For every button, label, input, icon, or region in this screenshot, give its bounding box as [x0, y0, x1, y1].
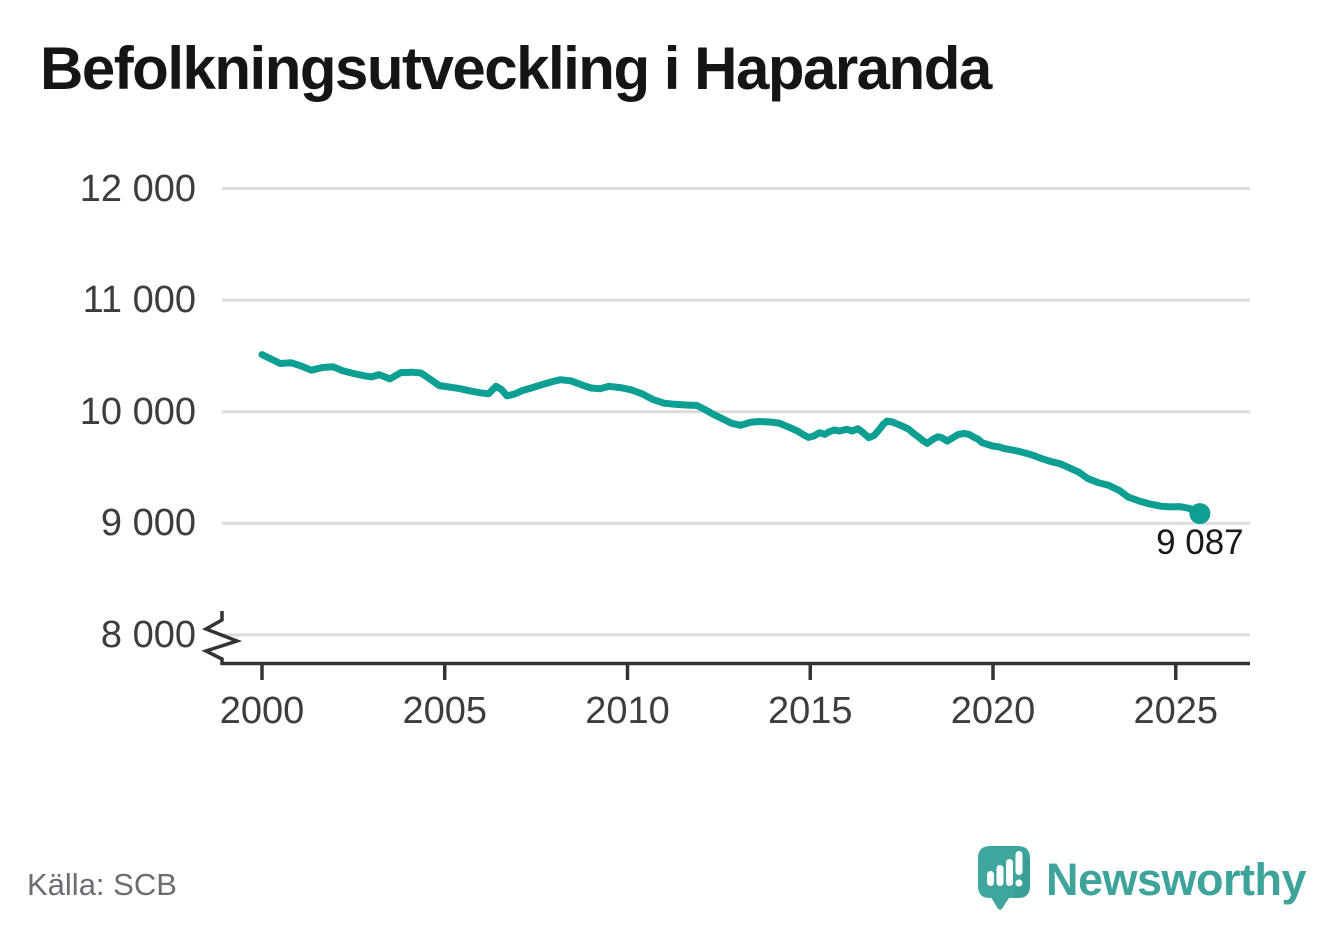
y-tick-label: 8 000: [100, 613, 196, 656]
x-tick-label: 2020: [950, 690, 1036, 732]
y-axis-break-icon: [201, 611, 243, 665]
end-point-dot: [1189, 503, 1211, 525]
x-tick-label: 2025: [1133, 690, 1219, 732]
population-line: [258, 351, 1204, 518]
last-value-label: 9 087: [1156, 522, 1244, 562]
speech-bubble-bar-chart-icon: [978, 846, 1030, 910]
y-tick-label: 12 000: [79, 167, 196, 210]
y-tick-label: 11 000: [82, 279, 196, 322]
x-tick-label: 2005: [402, 690, 488, 732]
source-note: Källa: SCB: [27, 867, 177, 902]
page-title: Befolkningsutveckling i Haparanda: [40, 35, 992, 102]
newsworthy-logo: [976, 844, 1040, 918]
newsworthy-wordmark: Newsworthy: [1046, 854, 1307, 905]
x-tick-label: 2000: [219, 690, 305, 732]
y-tick-label: 10 000: [79, 390, 196, 433]
y-tick-label: 9 000: [100, 502, 196, 545]
x-tick-label: 2010: [585, 690, 670, 732]
x-tick-label: 2015: [767, 690, 853, 732]
